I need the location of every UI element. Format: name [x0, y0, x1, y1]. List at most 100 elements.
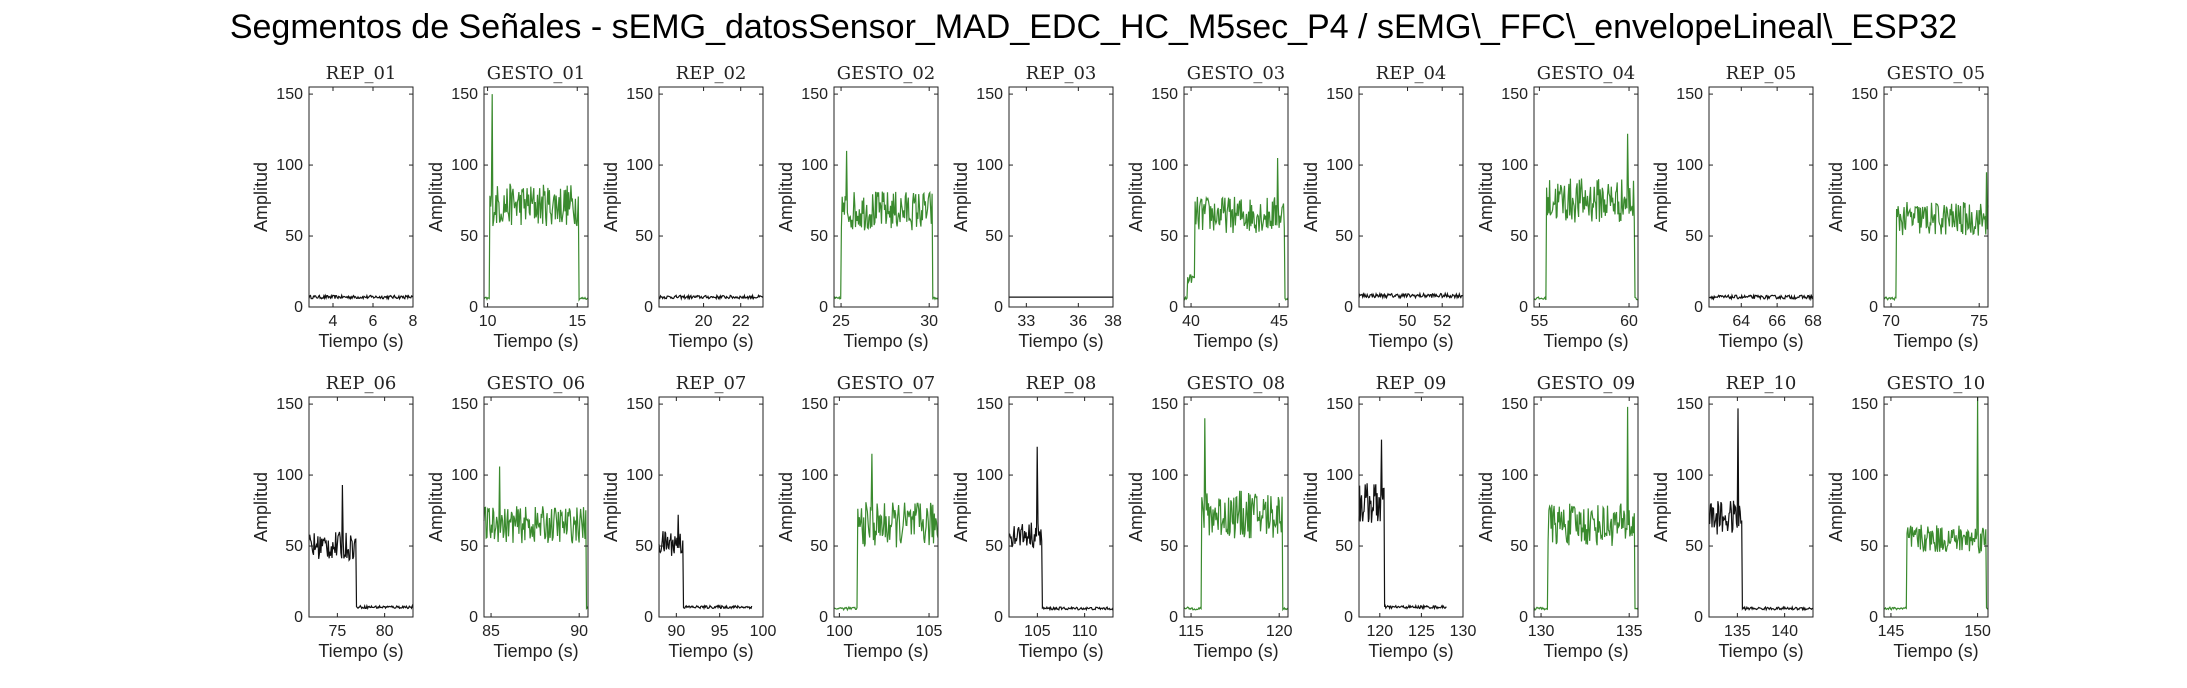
series-line	[308, 484, 414, 610]
subplot-title: GESTO_07	[837, 373, 936, 394]
y-axis-label: Amplitud	[1651, 162, 1671, 232]
axes-box	[1008, 86, 1114, 308]
y-tick-label: 100	[1676, 157, 1703, 174]
series-line	[1708, 408, 1814, 612]
subplot-rep-06: 0 50 100 150 75 80 REP_06 Tiempo (s) Amplitud	[251, 373, 414, 661]
y-tick-label: 100	[976, 157, 1003, 174]
subplot-gesto-08: 0 50 100 150 115 120 GESTO_08 Tiempo (s) Amplitu…	[1126, 373, 1293, 661]
y-tick-label: 150	[801, 86, 828, 103]
x-axis-label: Tiempo (s)	[1543, 331, 1628, 351]
y-tick-label: 150	[276, 396, 303, 413]
x-tick-label: 70	[1882, 313, 1900, 330]
x-tick-label: 115	[1178, 623, 1204, 640]
subplot-title: REP_09	[1376, 373, 1447, 394]
x-axis-label: Tiempo (s)	[668, 331, 753, 351]
y-tick-label: 100	[1326, 467, 1353, 484]
y-tick-label: 0	[1694, 609, 1703, 626]
subplot-title: GESTO_01	[487, 63, 586, 84]
series-line	[1883, 172, 1989, 302]
y-tick-label: 100	[1151, 467, 1178, 484]
y-tick-label: 50	[285, 228, 303, 245]
axes-box	[483, 396, 589, 618]
y-tick-label: 0	[819, 609, 828, 626]
subplot-title: GESTO_08	[1187, 373, 1286, 394]
y-axis-label: Amplitud	[601, 472, 621, 542]
y-tick-label: 150	[1676, 86, 1703, 103]
x-tick-label: 4	[329, 313, 338, 330]
x-axis-label: Tiempo (s)	[1193, 331, 1278, 351]
x-tick-label: 110	[1072, 623, 1098, 640]
axes-box	[658, 396, 764, 618]
y-tick-label: 100	[451, 467, 478, 484]
y-tick-label: 0	[469, 299, 478, 316]
axes-box	[1708, 396, 1814, 618]
axes-box	[833, 86, 939, 308]
y-tick-label: 150	[1501, 86, 1528, 103]
subplot-rep-09: 0 50 100 150 120 125 130 REP_09 Tiempo (s) Amplit…	[1301, 373, 1476, 661]
y-axis-label: Amplitud	[426, 472, 446, 542]
y-tick-label: 0	[819, 299, 828, 316]
x-tick-label: 10	[479, 313, 497, 330]
axes-box	[483, 86, 589, 308]
axes-box	[658, 86, 764, 308]
subplot-title: REP_07	[676, 373, 747, 394]
y-tick-label: 50	[1335, 538, 1353, 555]
series-line	[1358, 439, 1447, 611]
x-tick-label: 33	[1017, 313, 1035, 330]
subplot-gesto-09: 0 50 100 150 130 135 GESTO_09 Tiempo (s) Amplitu…	[1476, 373, 1643, 661]
subplot-rep-07: 0 50 100 150 90 95 100 REP_07 Tiempo (s) Amplitud	[601, 373, 776, 661]
x-axis-label: Tiempo (s)	[1893, 331, 1978, 351]
y-tick-label: 100	[1676, 467, 1703, 484]
y-axis-label: Amplitud	[1301, 472, 1321, 542]
y-tick-label: 150	[976, 86, 1003, 103]
axes-box	[1358, 396, 1464, 618]
x-tick-label: 75	[1970, 313, 1988, 330]
y-tick-label: 100	[1501, 467, 1528, 484]
x-tick-label: 25	[832, 313, 850, 330]
y-tick-label: 0	[294, 299, 303, 316]
subplot-gesto-01: 0 50 100 150 10 15 GESTO_01 Tiempo (s) Amplitud	[426, 63, 589, 351]
x-tick-label: 15	[568, 313, 586, 330]
subplot-title: GESTO_05	[1887, 63, 1986, 84]
y-tick-label: 150	[1326, 86, 1353, 103]
subplot-title: REP_06	[326, 373, 397, 394]
x-tick-label: 75	[328, 623, 346, 640]
y-tick-label: 50	[1160, 228, 1178, 245]
x-axis-label: Tiempo (s)	[1718, 641, 1803, 661]
y-axis-label: Amplitud	[1301, 162, 1321, 232]
y-tick-label: 50	[635, 228, 653, 245]
series-line	[483, 466, 589, 611]
series-line	[1883, 396, 1989, 611]
x-tick-label: 140	[1771, 623, 1798, 640]
x-tick-label: 6	[369, 313, 378, 330]
x-tick-label: 55	[1530, 313, 1548, 330]
x-axis-label: Tiempo (s)	[668, 641, 753, 661]
y-tick-label: 150	[276, 86, 303, 103]
subplot-rep-03: 0 50 100 150 33 36 38 REP_03 Tiempo (s) Amplitud	[951, 63, 1122, 351]
x-tick-label: 64	[1732, 313, 1750, 330]
y-tick-label: 0	[469, 609, 478, 626]
y-axis-label: Amplitud	[776, 162, 796, 232]
y-tick-label: 150	[1501, 396, 1528, 413]
subplot-title: GESTO_10	[1887, 373, 1986, 394]
axes-box	[1883, 86, 1989, 308]
subplot-gesto-06: 0 50 100 150 85 90 GESTO_06 Tiempo (s) Amplitud	[426, 373, 589, 661]
y-axis-label: Amplitud	[951, 162, 971, 232]
x-tick-label: 45	[1270, 313, 1288, 330]
x-tick-label: 130	[1528, 623, 1555, 640]
y-tick-label: 50	[1510, 228, 1528, 245]
y-axis-label: Amplitud	[1476, 472, 1496, 542]
y-axis-label: Amplitud	[951, 472, 971, 542]
y-tick-label: 50	[285, 538, 303, 555]
x-tick-label: 68	[1804, 313, 1822, 330]
y-tick-label: 150	[1851, 86, 1878, 103]
subplot-gesto-03: 0 50 100 150 40 45 GESTO_03 Tiempo (s) Amplitud	[1126, 63, 1289, 351]
y-tick-label: 50	[1685, 538, 1703, 555]
y-tick-label: 50	[810, 538, 828, 555]
y-tick-label: 150	[451, 86, 478, 103]
y-axis-label: Amplitud	[601, 162, 621, 232]
y-tick-label: 0	[994, 299, 1003, 316]
x-tick-label: 38	[1104, 313, 1122, 330]
x-axis-label: Tiempo (s)	[1893, 641, 1978, 661]
x-tick-label: 66	[1768, 313, 1786, 330]
